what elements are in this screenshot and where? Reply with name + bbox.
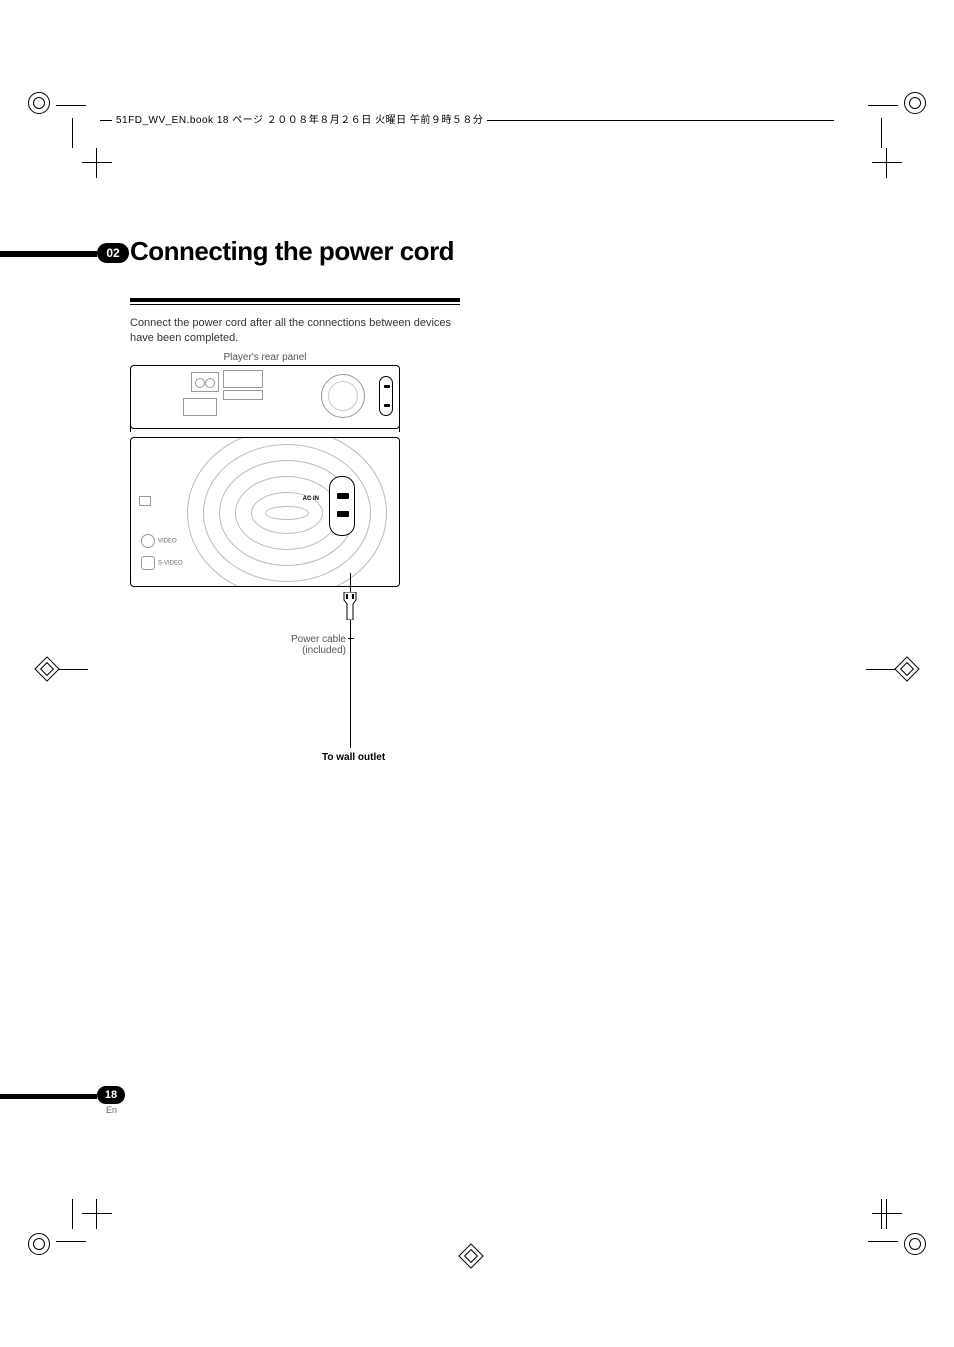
leader-line	[130, 422, 131, 432]
crop-line	[881, 118, 882, 148]
video-jack-label: VIDEO	[141, 534, 177, 548]
label-tick	[348, 638, 354, 639]
fan-zoom-icon	[187, 437, 387, 587]
power-cable-caption: Power cable (included)	[276, 634, 346, 656]
body-paragraph: Connect the power cord after all the con…	[130, 316, 460, 346]
wall-outlet-caption: To wall outlet	[322, 752, 385, 763]
ac-in-label: AC IN	[303, 496, 319, 502]
jack-group	[223, 390, 263, 400]
title-rule-thick	[130, 298, 460, 302]
chapter-number-badge: 02	[97, 243, 129, 263]
title-rule-thin	[130, 304, 460, 305]
fan-icon	[321, 374, 365, 418]
rear-panel-illustration	[130, 365, 400, 429]
power-cord-diagram: Player's rear panel AC IN VIDEO S-VIDEO	[130, 352, 400, 587]
crop-line	[56, 105, 86, 106]
running-head: 51FD_WV_EN.book 18 ページ ２００８年８月２６日 火曜日 午前…	[100, 111, 834, 129]
crop-line	[868, 1241, 898, 1242]
page-number-bar	[0, 1094, 97, 1099]
svideo-text: S-VIDEO	[158, 561, 183, 567]
jack-group	[223, 370, 263, 388]
rear-panel-zoom: AC IN VIDEO S-VIDEO	[130, 437, 400, 587]
jack-group	[191, 372, 219, 392]
language-label: En	[106, 1105, 117, 1115]
video-text: VIDEO	[158, 539, 177, 545]
rear-panel-caption: Player's rear panel	[130, 352, 400, 363]
chapter-bar	[0, 251, 97, 257]
power-cable-line	[350, 573, 351, 593]
crop-line	[881, 1199, 882, 1229]
power-cable-line	[350, 620, 351, 748]
running-head-text: 51FD_WV_EN.book 18 ページ ２００８年８月２６日 火曜日 午前…	[112, 111, 487, 126]
crop-line	[56, 1241, 86, 1242]
page-number-badge: 18	[97, 1086, 125, 1104]
crop-line	[72, 1199, 73, 1229]
ac-inlet-zoom-icon	[329, 476, 355, 536]
crop-line	[72, 118, 73, 148]
svideo-jack-label: S-VIDEO	[141, 556, 183, 570]
control-port-icon	[139, 496, 151, 506]
crop-line	[868, 105, 898, 106]
leader-line	[399, 422, 400, 432]
ac-inlet-icon	[379, 376, 393, 416]
power-plug-icon	[340, 592, 360, 620]
jack-group	[183, 398, 217, 416]
section-title: Connecting the power cord	[130, 237, 460, 266]
